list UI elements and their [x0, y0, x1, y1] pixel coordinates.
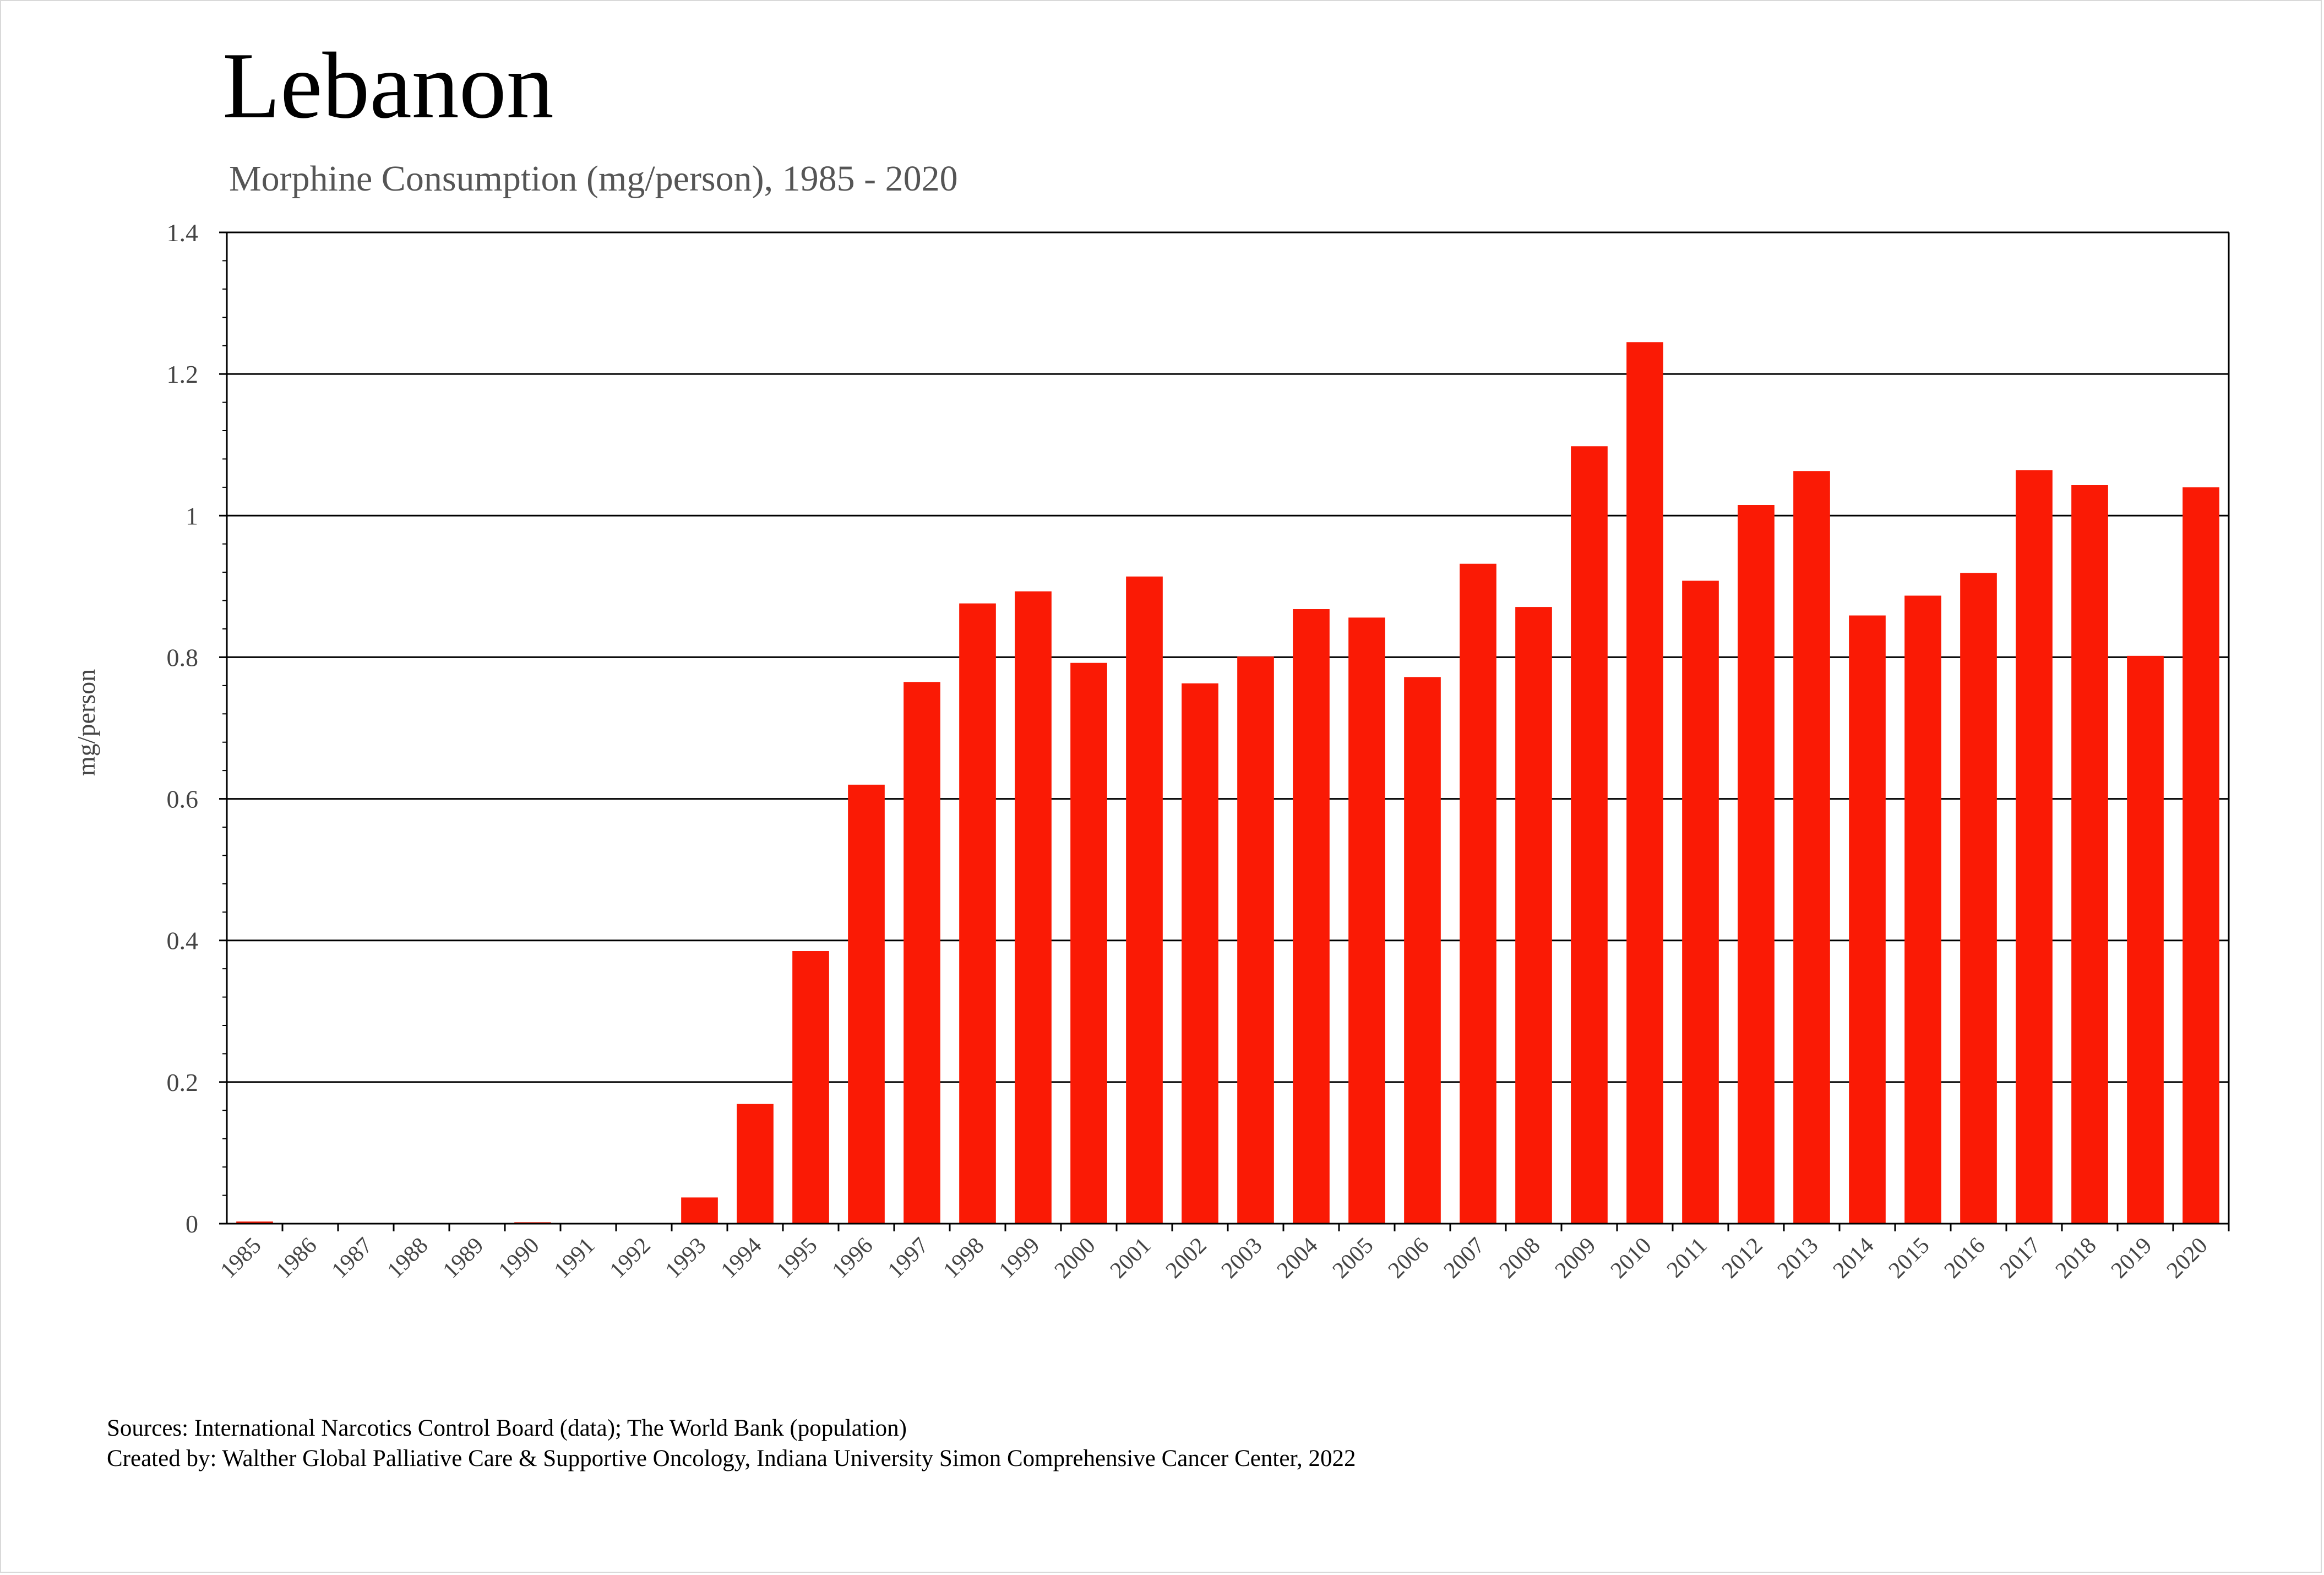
bar-2008 [1515, 607, 1552, 1224]
bar-2004 [1293, 609, 1330, 1224]
x-tick-label: 1990 [494, 1233, 545, 1284]
x-tick-label: 1993 [661, 1233, 711, 1284]
x-tick-label: 1995 [772, 1233, 823, 1284]
bar-2006 [1404, 677, 1441, 1224]
x-tick-label: 1987 [327, 1233, 378, 1284]
bar-2002 [1182, 683, 1218, 1224]
x-tick-label: 1998 [939, 1233, 989, 1284]
x-tick-label: 1989 [438, 1233, 489, 1284]
bar-2017 [2016, 470, 2053, 1224]
x-tick-label: 1986 [271, 1233, 322, 1284]
y-tick-labels: 0 0.2 0.4 0.6 0.8 1 1.2 1.4 [167, 219, 199, 1238]
x-tick-labels: 1985 1986 1987 1988 1989 1990 1991 1992 1993 1994… [216, 1233, 2213, 1284]
bar-2010 [1626, 342, 1663, 1224]
footer: Sources: International Narcotics Control… [107, 1413, 1356, 1474]
y-tick-label: 0.2 [167, 1068, 199, 1096]
bar-2014 [1849, 615, 1886, 1224]
bar-2005 [1348, 617, 1385, 1224]
x-tick-label: 1985 [216, 1233, 266, 1284]
y-tick-label: 1.2 [167, 360, 199, 388]
x-tick-label: 2004 [1272, 1233, 1323, 1284]
bar-1985 [236, 1221, 273, 1224]
bar-1997 [904, 682, 940, 1224]
x-tick-label: 1997 [883, 1233, 934, 1284]
bar-2007 [1460, 563, 1496, 1224]
bar-2011 [1682, 580, 1719, 1224]
x-tick-label: 1988 [383, 1233, 433, 1284]
x-tick-label: 2003 [1217, 1233, 1267, 1284]
x-tick-label: 2010 [1606, 1233, 1657, 1284]
bar-2015 [1904, 595, 1941, 1224]
bar-1996 [848, 784, 885, 1224]
x-tick-label: 1996 [828, 1233, 878, 1284]
bar-2013 [1793, 471, 1830, 1224]
bar-2016 [1960, 573, 1997, 1224]
y-tick-label: 1.4 [167, 219, 199, 247]
x-tick-label: 2016 [1940, 1233, 1990, 1284]
x-tick-label: 1992 [605, 1233, 656, 1284]
x-tick-label: 2017 [1995, 1233, 2046, 1284]
chart-subtitle: Morphine Consumption (mg/person), 1985 -… [229, 159, 958, 199]
bar-2012 [1738, 505, 1775, 1224]
x-tick-label: 2001 [1106, 1233, 1156, 1284]
x-tick-label: 1994 [716, 1233, 767, 1284]
y-tick-label: 0.4 [167, 927, 199, 955]
x-tick-label: 2018 [2051, 1233, 2102, 1284]
y-tick-label: 0.6 [167, 785, 199, 813]
x-tick-label: 2006 [1384, 1233, 1434, 1284]
bar-1994 [737, 1104, 774, 1224]
bars [236, 342, 2219, 1224]
y-tick-label: 0.8 [167, 643, 199, 671]
bar-1998 [959, 603, 996, 1224]
x-tick-label: 2013 [1773, 1233, 1824, 1284]
axes [219, 231, 2230, 1231]
x-tick-label: 2000 [1050, 1233, 1101, 1284]
x-tick-label: 2020 [2162, 1233, 2213, 1284]
bar-2020 [2183, 487, 2219, 1224]
x-tick-label: 2007 [1439, 1233, 1490, 1284]
bar-1999 [1015, 591, 1052, 1224]
x-tick-label: 1991 [549, 1233, 600, 1284]
x-tick-label: 2009 [1550, 1233, 1601, 1284]
bar-2019 [2127, 655, 2164, 1224]
y-tick-label: 0 [186, 1210, 198, 1238]
x-tick-label: 2002 [1161, 1233, 1212, 1284]
chart-title: Lebanon [222, 34, 554, 138]
sources-line: Sources: International Narcotics Control… [107, 1415, 907, 1441]
bar-1995 [792, 951, 829, 1224]
bar-1993 [681, 1197, 718, 1224]
x-tick-label: 2005 [1328, 1233, 1379, 1284]
bar-2003 [1237, 656, 1274, 1224]
x-tick-label: 2015 [1884, 1233, 1935, 1284]
bar-2009 [1571, 446, 1608, 1224]
x-tick-label: 2014 [1828, 1233, 1879, 1284]
bar-2018 [2071, 485, 2108, 1224]
y-axis-title: mg/person [72, 669, 100, 776]
x-tick-label: 1999 [994, 1233, 1045, 1284]
credits-line: Created by: Walther Global Palliative Ca… [107, 1446, 1356, 1472]
x-tick-label: 2019 [2107, 1233, 2157, 1284]
x-tick-label: 2012 [1717, 1233, 1768, 1284]
y-tick-label: 1 [186, 502, 198, 530]
bar-2001 [1126, 576, 1163, 1224]
x-tick-label: 2008 [1495, 1233, 1545, 1284]
bar-2000 [1070, 662, 1107, 1224]
x-tick-label: 2011 [1662, 1233, 1712, 1283]
